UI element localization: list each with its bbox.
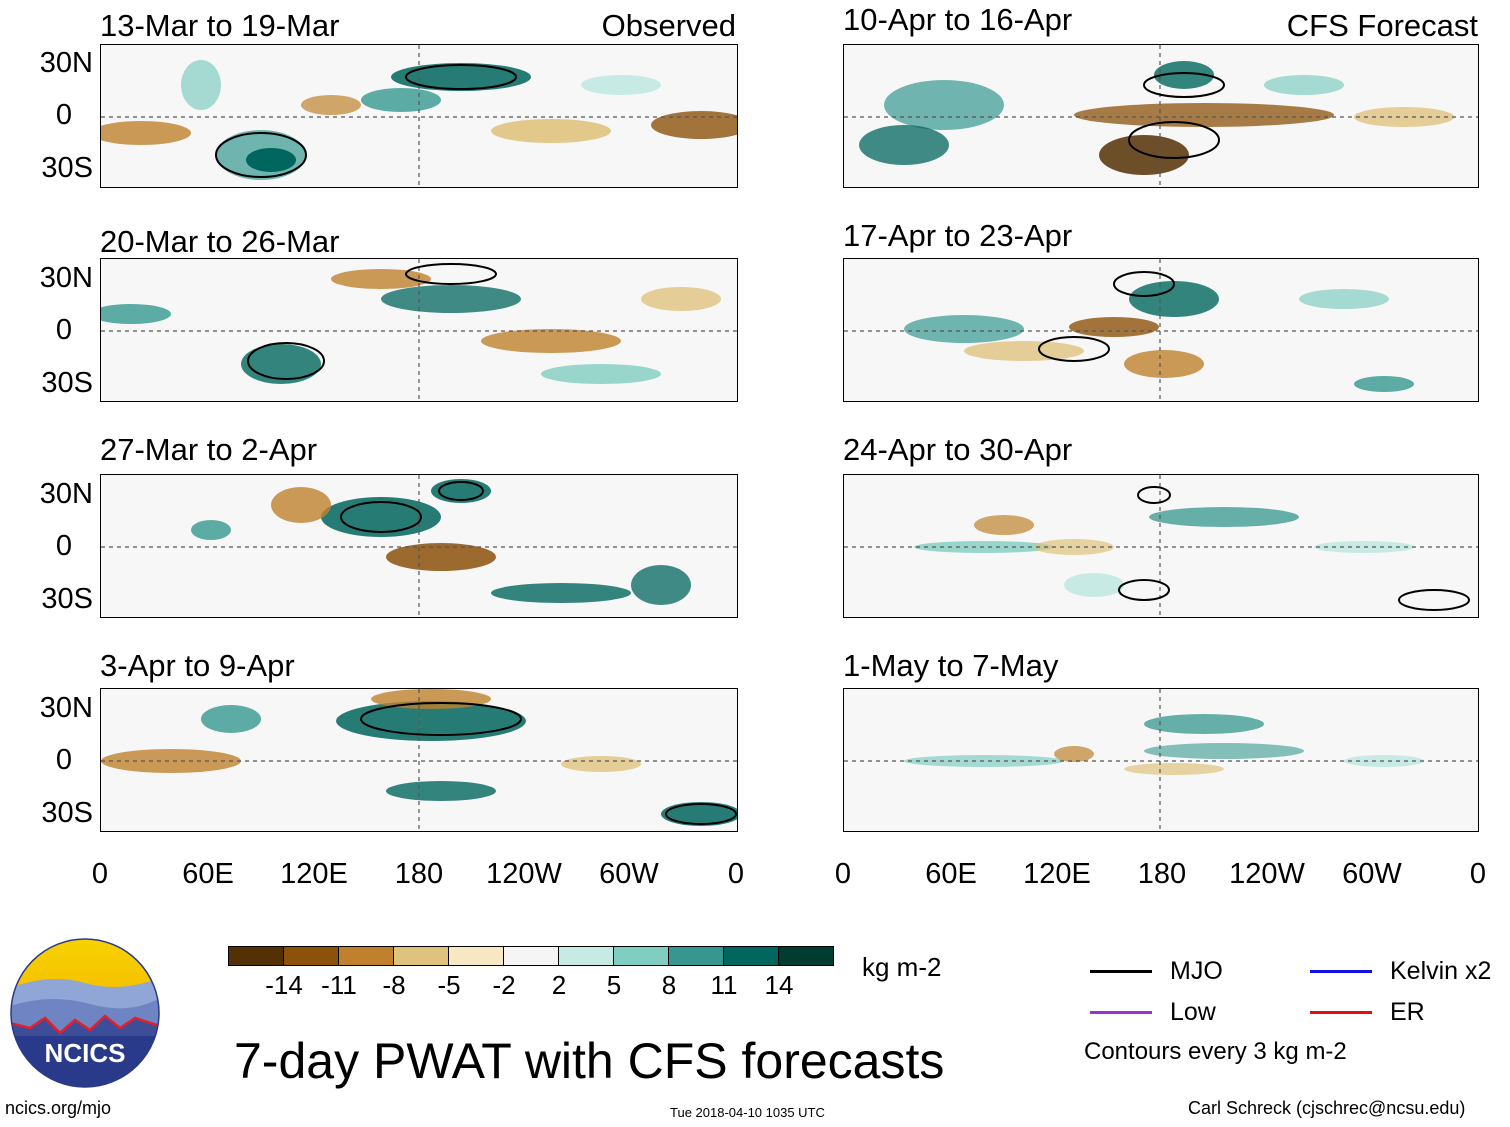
footer-url[interactable]: ncics.org/mjo — [5, 1098, 112, 1118]
kelvin-legend-line — [1310, 970, 1372, 973]
lat-label-30s: 30S — [41, 583, 93, 615]
map-panel-left-1 — [100, 44, 738, 188]
colorbar-tick: 14 — [764, 970, 794, 1000]
map-field — [844, 689, 1478, 831]
lon-label: 60W — [1342, 858, 1402, 890]
lon-label: 180 — [1137, 858, 1187, 890]
panel-title-right-1: 10-Apr to 16-Apr — [843, 2, 1073, 37]
lon-label: 0 — [1469, 858, 1487, 890]
lat-label-30n: 30N — [39, 262, 93, 294]
contour-note: Contours every 3 kg m-2 — [1084, 1038, 1347, 1065]
lat-label-0: 0 — [55, 99, 72, 131]
colorbar-swatch — [228, 946, 284, 966]
ncics-logo: NCICS — [10, 938, 160, 1088]
colorbar-swatch — [723, 946, 779, 966]
colorbar-tick: 8 — [661, 970, 677, 1000]
map-field — [101, 45, 737, 187]
panel-title-left-3: 27-Mar to 2-Apr — [100, 432, 318, 467]
map-field — [101, 475, 737, 617]
map-field — [101, 259, 737, 401]
colorbar-tick: 5 — [606, 970, 622, 1000]
footer-timestamp: Tue 2018-04-10 1035 UTC — [670, 1105, 825, 1120]
lat-label-30n: 30N — [39, 47, 93, 79]
map-field — [844, 475, 1478, 617]
low-legend-line — [1090, 1011, 1152, 1014]
colorbar-swatch — [393, 946, 449, 966]
observed-header: Observed — [601, 8, 736, 43]
lon-label: 120E — [1023, 858, 1091, 890]
colorbar-tick: 11 — [710, 970, 738, 1000]
colorbar-swatch — [283, 946, 339, 966]
low-legend-label: Low — [1170, 998, 1216, 1026]
figure-title: 7-day PWAT with CFS forecasts — [234, 1033, 945, 1089]
lon-label: 60E — [925, 858, 977, 890]
lat-label-0: 0 — [55, 314, 72, 346]
colorbar-tick: -5 — [437, 970, 461, 1000]
colorbar-swatch — [338, 946, 394, 966]
map-panel-left-2 — [100, 258, 738, 402]
map-field — [844, 259, 1478, 401]
logo-text: NCICS — [45, 1038, 126, 1068]
map-field — [844, 45, 1478, 187]
lon-label: 120W — [486, 858, 562, 890]
panel-title-left-1: 13-Mar to 19-Mar — [100, 8, 340, 43]
lon-label: 120E — [280, 858, 348, 890]
lat-label-30s: 30S — [41, 797, 93, 829]
footer-credit: Carl Schreck (cjschrec@ncsu.edu) — [1188, 1098, 1466, 1118]
colorbar-swatch — [778, 946, 834, 966]
colorbar-tick: -11 — [321, 970, 357, 1000]
lon-label: 0 — [834, 858, 852, 890]
panel-title-left-4: 3-Apr to 9-Apr — [100, 648, 295, 683]
lat-label-30s: 30S — [41, 152, 93, 184]
colorbar-tick: -2 — [492, 970, 516, 1000]
lat-label-30n: 30N — [39, 478, 93, 510]
er-legend-line — [1310, 1011, 1372, 1014]
map-field — [101, 689, 737, 831]
lon-label: 180 — [394, 858, 444, 890]
mjo-legend-label: MJO — [1170, 957, 1223, 985]
map-panel-right-4 — [843, 688, 1479, 832]
colorbar-swatch — [558, 946, 614, 966]
mjo-legend-line — [1090, 970, 1152, 973]
map-panel-left-3 — [100, 474, 738, 618]
lon-label: 120W — [1229, 858, 1305, 890]
colorbar-swatch — [668, 946, 724, 966]
lon-label: 60W — [599, 858, 659, 890]
panel-title-right-4: 1-May to 7-May — [843, 648, 1059, 683]
colorbar-tick: 2 — [551, 970, 567, 1000]
lat-label-0: 0 — [55, 530, 72, 562]
panel-title-right-3: 24-Apr to 30-Apr — [843, 432, 1073, 467]
colorbar-tick: -14 — [265, 970, 303, 1000]
colorbar-swatch — [503, 946, 559, 966]
er-legend-label: ER — [1390, 998, 1425, 1026]
map-panel-right-1 — [843, 44, 1479, 188]
panel-title-left-2: 20-Mar to 26-Mar — [100, 224, 340, 259]
lon-label: 0 — [91, 858, 109, 890]
lat-label-30s: 30S — [41, 367, 93, 399]
kelvin-legend-label: Kelvin x2 — [1390, 957, 1492, 985]
map-panel-right-2 — [843, 258, 1479, 402]
forecast-header: CFS Forecast — [1286, 8, 1478, 43]
colorbar-tick: -8 — [382, 970, 406, 1000]
map-panel-right-3 — [843, 474, 1479, 618]
lat-label-0: 0 — [55, 744, 72, 776]
colorbar-units: kg m-2 — [862, 952, 942, 982]
lat-label-30n: 30N — [39, 692, 93, 724]
colorbar-swatch — [448, 946, 504, 966]
map-panel-left-4 — [100, 688, 738, 832]
colorbar-swatch — [613, 946, 669, 966]
panel-title-right-2: 17-Apr to 23-Apr — [843, 218, 1073, 253]
lon-label: 60E — [182, 858, 234, 890]
lon-label: 0 — [727, 858, 745, 890]
